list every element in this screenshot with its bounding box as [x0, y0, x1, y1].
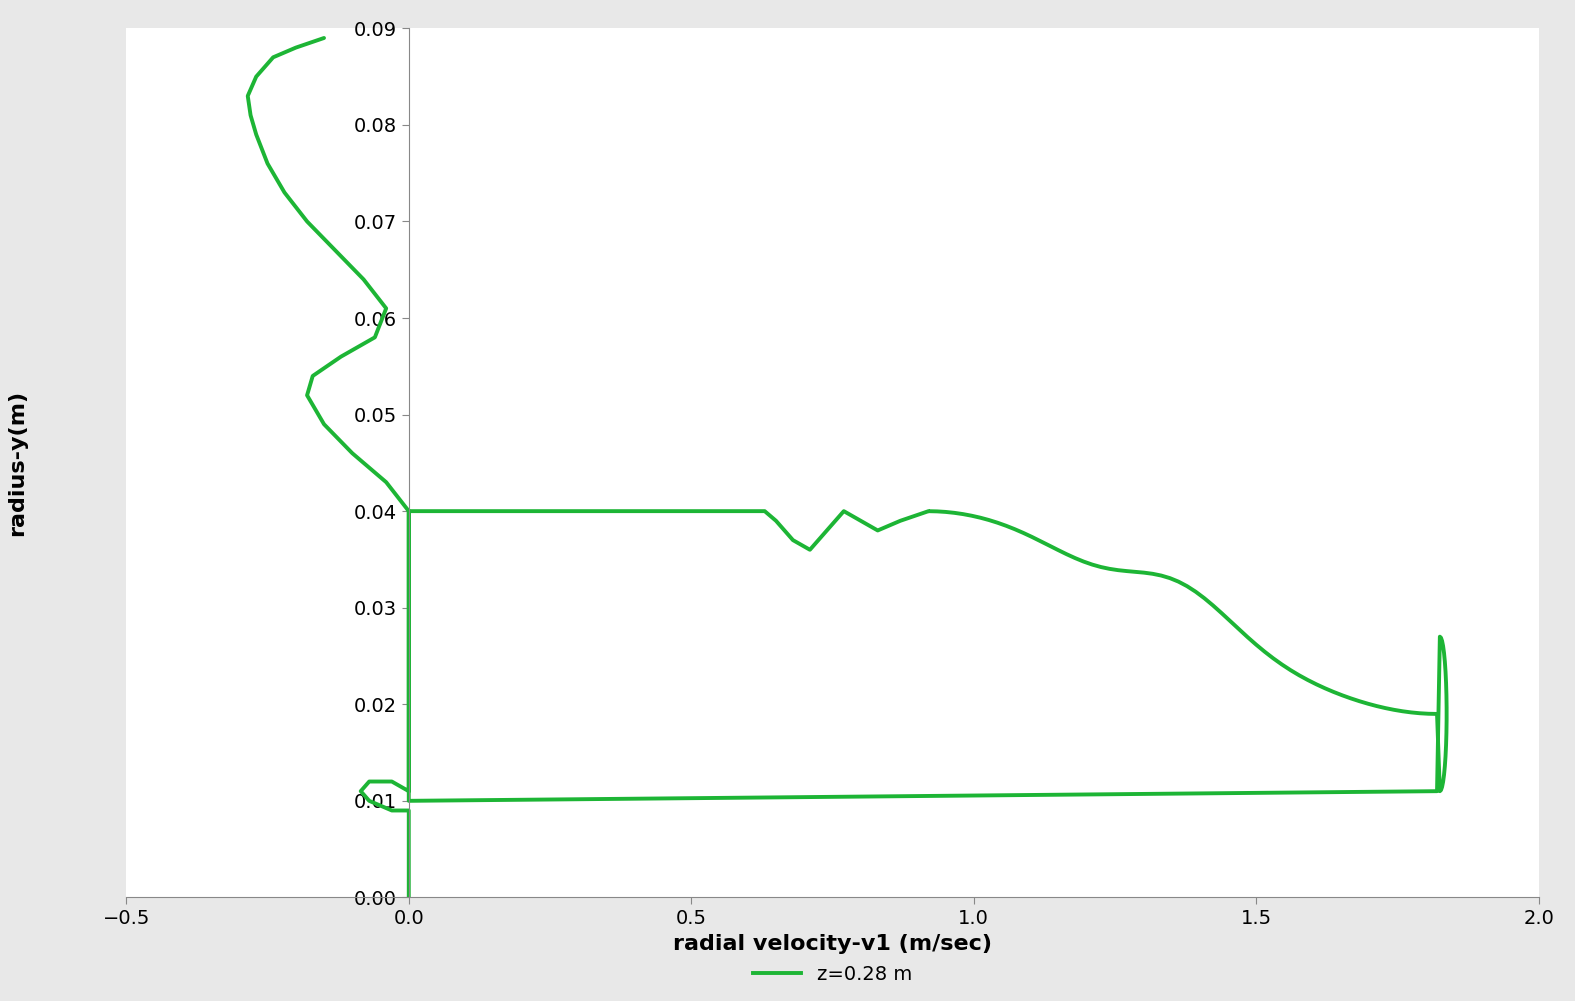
Legend: z=0.28 m: z=0.28 m	[745, 957, 920, 992]
X-axis label: radial velocity-v1 (m/sec): radial velocity-v1 (m/sec)	[673, 934, 992, 954]
Y-axis label: radius-y(m): radius-y(m)	[8, 389, 27, 536]
